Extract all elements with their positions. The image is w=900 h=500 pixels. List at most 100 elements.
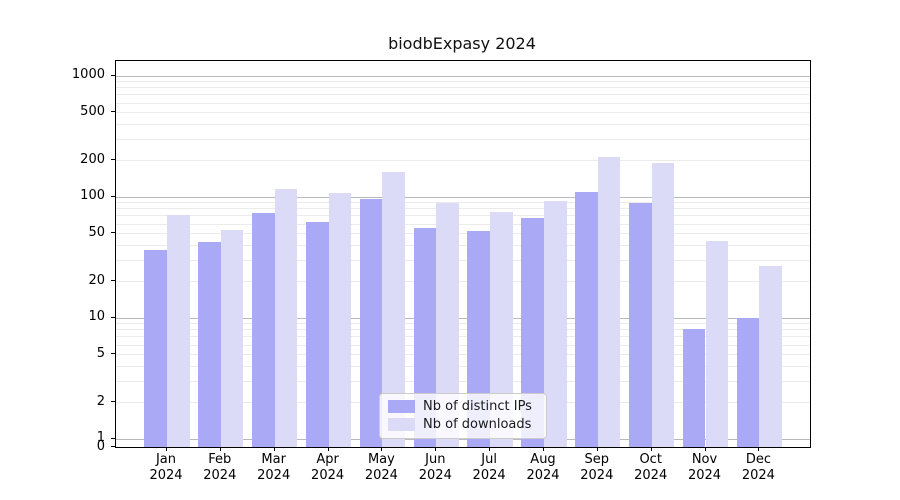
bar-downloads [328, 193, 352, 447]
y-tick-label: 1 [96, 430, 105, 446]
x-tick-label: Apr 2024 [311, 452, 345, 483]
y-tick-mark [111, 280, 115, 282]
x-tick-mark [650, 447, 652, 451]
gridline [116, 112, 810, 114]
y-tick-label: 20 [88, 272, 105, 288]
gridline [116, 344, 810, 346]
legend-swatch-downloads [388, 418, 415, 431]
x-tick-mark [219, 447, 221, 451]
x-tick-label: Mar 2024 [257, 452, 291, 483]
y-tick-mark [111, 111, 115, 113]
bar-distinct-ips [144, 250, 167, 447]
x-tick-mark [543, 447, 544, 451]
bar-downloads [382, 172, 406, 447]
y-tick-mark [111, 159, 115, 161]
x-tick-mark [758, 447, 760, 451]
x-tick-mark [381, 447, 383, 451]
bar-downloads [436, 203, 459, 447]
y-tick-mark [111, 353, 115, 355]
gridline [116, 317, 810, 319]
gridline [116, 381, 810, 382]
gridline [116, 215, 810, 217]
x-tick-mark [273, 447, 275, 451]
gridline [116, 87, 810, 89]
gridline [116, 260, 810, 261]
gridline [116, 81, 810, 83]
x-tick-label: May 2024 [364, 452, 398, 483]
bar-downloads [490, 211, 513, 447]
legend-label-distinct-ips: Nb of distinct IPs [423, 399, 532, 414]
x-tick-label: Sep 2024 [580, 452, 614, 483]
gridline [116, 281, 810, 283]
y-tick-mark [111, 401, 115, 403]
x-tick-label: Oct 2024 [634, 452, 668, 483]
x-tick-mark [327, 447, 329, 451]
x-tick-label: Nov 2024 [687, 452, 722, 483]
y-tick-label: 2 [96, 393, 105, 409]
bar-downloads [597, 156, 621, 447]
bar-downloads [544, 200, 567, 447]
bar-distinct-ips [252, 213, 275, 447]
bar-distinct-ips [736, 317, 760, 447]
bar-distinct-ips [359, 199, 383, 447]
y-tick-label: 1000 [71, 67, 105, 83]
x-tick-label: Dec 2024 [741, 452, 775, 483]
bar-downloads [705, 241, 729, 447]
gridline [116, 365, 810, 367]
gridline [116, 323, 810, 325]
gridline [116, 94, 810, 96]
bar-distinct-ips [629, 203, 652, 447]
gridline [116, 139, 810, 140]
bar-distinct-ips [198, 242, 221, 447]
y-tick-mark [111, 195, 115, 197]
gridline [116, 123, 810, 125]
y-tick-label: 500 [80, 103, 105, 119]
x-tick-mark [166, 447, 167, 451]
gridline [116, 438, 810, 440]
x-tick-mark [435, 447, 437, 451]
y-tick-mark [111, 74, 115, 76]
gridline [116, 336, 810, 338]
y-tick-label: 5 [96, 345, 105, 361]
x-tick-mark [596, 447, 598, 451]
gridline [116, 196, 810, 198]
bar-distinct-ips [305, 221, 329, 447]
gridline [116, 160, 810, 162]
gridline [116, 75, 810, 77]
gridline [116, 202, 810, 204]
gridline [116, 208, 810, 210]
y-tick-label: 50 [88, 224, 105, 240]
bar-downloads [759, 265, 783, 447]
gridline [116, 233, 810, 235]
gridline [116, 244, 810, 246]
chart-title: biodbExpasy 2024 [388, 34, 536, 53]
legend-label-downloads: Nb of downloads [423, 417, 532, 432]
y-tick-label: 10 [88, 309, 105, 325]
x-tick-mark [489, 447, 491, 451]
gridline [116, 223, 810, 225]
bar-distinct-ips [521, 217, 544, 447]
legend: Nb of distinct IPs Nb of downloads [379, 393, 547, 439]
y-tick-label: 0 [96, 438, 105, 454]
x-tick-label: Feb 2024 [203, 452, 237, 483]
bar-downloads [274, 189, 298, 447]
bar-distinct-ips [575, 191, 598, 447]
y-tick-mark [111, 437, 115, 439]
legend-item-downloads: Nb of downloads [388, 417, 538, 432]
x-tick-label: Jul 2024 [472, 452, 506, 483]
y-tick-mark [111, 446, 115, 447]
plot-area: Nb of distinct IPs Nb of downloads [115, 60, 811, 448]
y-tick-label: 100 [80, 188, 105, 204]
legend-item-distinct-ips: Nb of distinct IPs [388, 399, 538, 414]
y-tick-mark [111, 316, 115, 318]
x-tick-mark [704, 447, 706, 451]
y-tick-label: 200 [80, 151, 105, 167]
x-tick-label: Aug 2024 [526, 452, 560, 483]
bar-downloads [220, 230, 244, 447]
y-tick-mark [111, 232, 115, 234]
x-tick-label: Jan 2024 [149, 452, 183, 483]
bar-distinct-ips [682, 329, 706, 447]
x-tick-label: Jun 2024 [418, 452, 452, 483]
gridline [116, 329, 810, 331]
